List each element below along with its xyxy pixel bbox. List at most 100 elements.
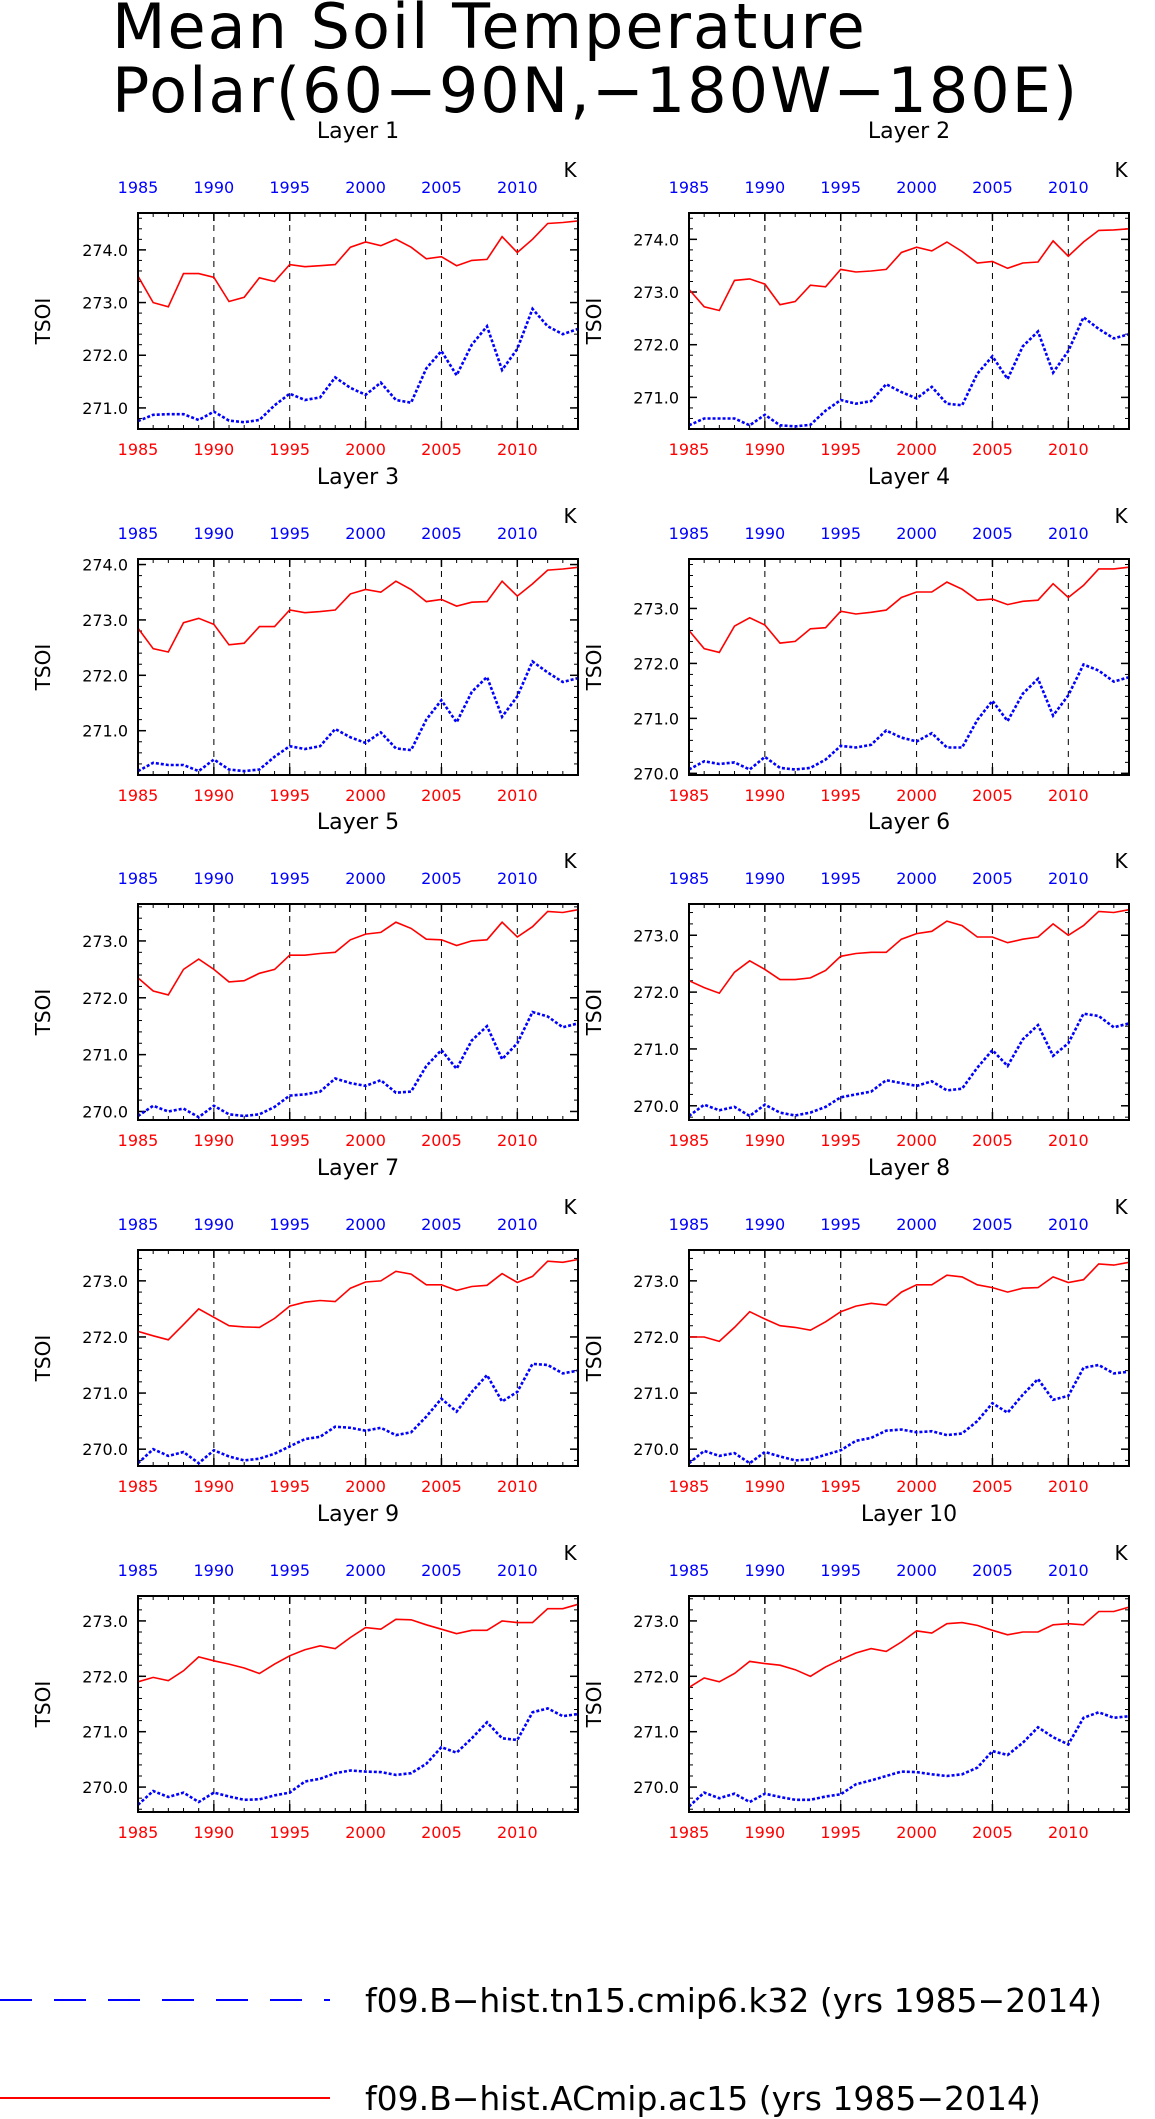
x-tick-label-bottom: 2000: [345, 786, 386, 805]
series-line-blue: [137, 1362, 579, 1465]
x-tick-label-bottom: 2005: [421, 440, 462, 459]
x-tick-label-bottom: 2000: [345, 1823, 386, 1842]
x-tick-label-bottom: 1990: [745, 440, 786, 459]
y-tick-label: 273.0: [82, 932, 128, 951]
x-tick-label-bottom: 2010: [497, 440, 538, 459]
x-tick-label-top: 2010: [1048, 1215, 1089, 1234]
x-tick-label-bottom: 1985: [118, 440, 159, 459]
panel-layer-7: Layer 7 K TSOI 1985 1985 1990 1990 1995 1995 2000…: [31, 1156, 579, 1496]
panel-layer-1: Layer 1 K TSOI 1985 1985 1990 1990 1995 1995 2000…: [31, 119, 579, 459]
x-tick-label-top: 1995: [269, 1561, 310, 1580]
y-tick-label: 272.0: [82, 346, 128, 365]
plot-frame: [137, 1249, 579, 1467]
x-tick-label-top: 2000: [345, 1215, 386, 1234]
y-tick-label: 271.0: [633, 709, 679, 728]
x-tick-label-bottom: 1995: [269, 1131, 310, 1150]
x-tick-label-top: 2000: [896, 524, 937, 543]
plot-frame: [688, 212, 1130, 430]
x-tick-label-top: 2000: [345, 869, 386, 888]
y-axis-label: TSOI: [31, 989, 55, 1037]
panel-layer-9: Layer 9 K TSOI 1985 1985 1990 1990 1995 1995 2000…: [31, 1502, 579, 1842]
chart-title-line-1: Mean Soil Temperature: [112, 0, 867, 63]
x-tick-label-bottom: 2010: [1048, 786, 1089, 805]
series-line-blue: [688, 1363, 1130, 1465]
panel-title: Layer 4: [868, 465, 950, 490]
x-tick-label-bottom: 1995: [820, 786, 861, 805]
plot-frame: [137, 558, 579, 776]
x-tick-label-bottom: 2010: [497, 1131, 538, 1150]
y-tick-label: 272.0: [82, 666, 128, 685]
y-tick-label: 271.0: [633, 388, 679, 407]
panel-layer-6: Layer 6 K TSOI 1985 1985 1990 1990 1995 1995 2000…: [582, 810, 1130, 1150]
x-tick-label-bottom: 1990: [194, 786, 235, 805]
y-tick-label: 271.0: [82, 1384, 128, 1403]
x-tick-label-bottom: 1995: [820, 1477, 861, 1496]
x-tick-label-top: 1995: [820, 1561, 861, 1580]
y-axis-label: TSOI: [582, 989, 606, 1037]
legend-label-1: f09.B−hist.ACmip.ac15 (yrs 1985−2014): [365, 2079, 1041, 2118]
x-tick-label-top: 1985: [118, 178, 159, 197]
series-line-red: [137, 566, 579, 653]
x-tick-label-bottom: 1985: [669, 440, 710, 459]
x-tick-label-top: 2005: [421, 178, 462, 197]
panel-layer-10: Layer 10 K TSOI 1985 1985 1990 1990 1995 1995 200…: [582, 1502, 1130, 1842]
y-tick-label: 273.0: [82, 611, 128, 630]
y-tick-label: 273.0: [633, 283, 679, 302]
x-tick-label-bottom: 2010: [1048, 1477, 1089, 1496]
x-tick-label-top: 1990: [745, 869, 786, 888]
x-tick-label-bottom: 1985: [669, 1131, 710, 1150]
y-axis-label: TSOI: [31, 1335, 55, 1383]
y-tick-label: 273.0: [633, 1272, 679, 1291]
x-tick-label-bottom: 2000: [896, 1477, 937, 1496]
plot-frame: [688, 1249, 1130, 1467]
x-tick-label-top: 2010: [1048, 869, 1089, 888]
y-tick-label: 274.0: [82, 556, 128, 575]
x-tick-label-bottom: 1995: [269, 786, 310, 805]
y-tick-label: 270.0: [633, 1778, 679, 1797]
panel-title: Layer 9: [317, 1502, 399, 1527]
x-tick-label-top: 1990: [194, 1215, 235, 1234]
series-line-blue: [688, 1710, 1130, 1808]
series-line-red: [689, 1261, 1130, 1343]
x-tick-label-bottom: 2000: [896, 1131, 937, 1150]
y-tick-label: 270.0: [633, 764, 679, 783]
x-tick-label-top: 2010: [497, 524, 538, 543]
y-axis-label: TSOI: [582, 298, 606, 346]
y-tick-label: 270.0: [82, 1778, 128, 1797]
x-tick-label-bottom: 2000: [345, 440, 386, 459]
x-tick-label-bottom: 2000: [896, 440, 937, 459]
x-tick-label-top: 2005: [421, 524, 462, 543]
y-tick-label: 272.0: [82, 1328, 128, 1347]
x-tick-label-bottom: 1985: [669, 1823, 710, 1842]
x-tick-label-bottom: 2005: [972, 1131, 1013, 1150]
y-tick-label: 271.0: [82, 399, 128, 418]
panels-grid: Layer 1 K TSOI 1985 1985 1990 1990 1995 1995 2000…: [31, 119, 1130, 1842]
y-tick-label: 273.0: [633, 1612, 679, 1631]
x-tick-label-top: 1985: [669, 1561, 710, 1580]
x-tick-label-bottom: 1990: [745, 1823, 786, 1842]
x-tick-label-top: 1985: [669, 1215, 710, 1234]
legend: f09.B−hist.tn15.cmip6.k32 (yrs 1985−2014…: [0, 1981, 1102, 2118]
y-tick-label: 273.0: [633, 926, 679, 945]
y-axis-label: TSOI: [582, 1335, 606, 1383]
x-tick-label-top: 1995: [269, 1215, 310, 1234]
x-tick-label-bottom: 1985: [118, 1477, 159, 1496]
plot-frame: [688, 558, 1130, 776]
x-tick-label-bottom: 2005: [421, 1823, 462, 1842]
y-axis-label: TSOI: [582, 1681, 606, 1729]
x-tick-label-top: 2000: [345, 524, 386, 543]
y-tick-label: 273.0: [82, 294, 128, 313]
x-tick-label-bottom: 2010: [497, 1477, 538, 1496]
panel-layer-5: Layer 5 K TSOI 1985 1985 1990 1990 1995 1995 2000…: [31, 810, 579, 1150]
unit-label: K: [563, 849, 577, 873]
x-tick-label-top: 2000: [345, 178, 386, 197]
y-tick-label: 272.0: [633, 654, 679, 673]
plot-frame: [137, 212, 579, 430]
x-tick-label-top: 1995: [820, 1215, 861, 1234]
y-tick-label: 272.0: [633, 1667, 679, 1686]
x-tick-label-top: 2010: [1048, 1561, 1089, 1580]
x-tick-label-top: 2010: [1048, 524, 1089, 543]
series-line-red: [137, 1603, 579, 1683]
panel-title: Layer 8: [868, 1156, 950, 1181]
x-tick-label-bottom: 2005: [421, 786, 462, 805]
